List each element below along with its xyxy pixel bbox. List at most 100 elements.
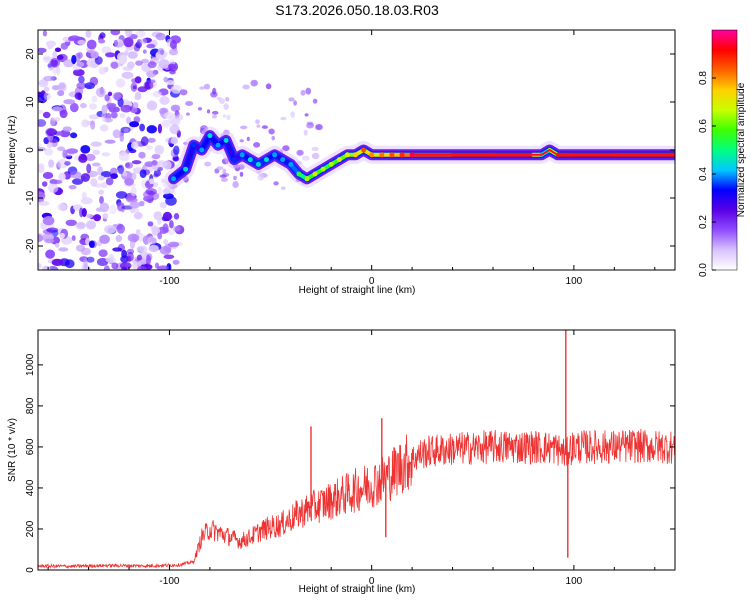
y-tick-label: 200 bbox=[25, 520, 36, 537]
speckle bbox=[296, 149, 304, 156]
speckle bbox=[293, 100, 297, 106]
speckle bbox=[98, 189, 104, 195]
speckle bbox=[92, 162, 101, 167]
speckle bbox=[169, 220, 174, 229]
speckle bbox=[110, 173, 118, 180]
speckle bbox=[70, 132, 78, 139]
speckle bbox=[176, 114, 184, 121]
speckle bbox=[78, 75, 85, 84]
colorbar-tick-label: 0.6 bbox=[698, 119, 709, 133]
speckle bbox=[139, 38, 148, 45]
speckle bbox=[301, 155, 310, 161]
ridge-blob bbox=[296, 171, 302, 177]
speckle bbox=[219, 174, 227, 178]
speckle bbox=[57, 203, 67, 212]
speckle bbox=[111, 262, 119, 270]
speckle bbox=[172, 225, 181, 232]
speckle bbox=[165, 80, 176, 86]
snr-frame bbox=[37, 329, 676, 571]
snr-x-ticks: -100 0 100 bbox=[47, 330, 656, 587]
speckle bbox=[97, 175, 105, 181]
speckle bbox=[54, 47, 62, 53]
speckle bbox=[59, 232, 65, 239]
speckle bbox=[117, 164, 125, 175]
speckle bbox=[163, 254, 175, 260]
speckle bbox=[147, 235, 158, 245]
spectrogram-x-ticks: -100 0 100 bbox=[47, 30, 656, 287]
chart-title: S173.2026.050.18.03.R03 bbox=[275, 2, 439, 18]
speckle bbox=[129, 240, 135, 250]
speckle bbox=[138, 151, 146, 159]
speckle bbox=[99, 124, 109, 132]
speckle bbox=[89, 76, 99, 86]
speckle bbox=[48, 159, 55, 168]
speckle bbox=[163, 239, 169, 245]
speckle bbox=[303, 129, 308, 136]
speckle bbox=[108, 253, 114, 262]
speckle bbox=[137, 233, 145, 242]
speckle bbox=[123, 37, 134, 48]
speckle bbox=[139, 169, 147, 179]
speckle bbox=[255, 119, 260, 124]
speckle bbox=[81, 191, 87, 200]
speckle bbox=[206, 109, 211, 114]
speckle bbox=[135, 60, 144, 66]
speckle bbox=[95, 87, 106, 98]
x-tick-label: 0 bbox=[369, 276, 375, 287]
ridge-blob bbox=[199, 147, 205, 153]
speckle bbox=[239, 171, 244, 177]
speckle bbox=[146, 145, 153, 150]
snr-line bbox=[38, 428, 675, 570]
ridge-core bbox=[199, 133, 212, 152]
speckle bbox=[133, 211, 143, 220]
speckle bbox=[98, 66, 107, 75]
speckle bbox=[105, 177, 114, 186]
colorbar-tick-label: 0.2 bbox=[698, 215, 709, 229]
colorbar: 0.0 0.2 0.4 0.6 0.8 Normalized spectral ampl… bbox=[698, 29, 747, 277]
speckle bbox=[130, 207, 135, 214]
speckle bbox=[157, 47, 165, 55]
y-tick-label: 1000 bbox=[25, 353, 36, 376]
speckle bbox=[256, 124, 261, 128]
ridge-blob bbox=[399, 152, 405, 158]
speckle bbox=[76, 82, 87, 90]
speckle bbox=[115, 78, 126, 88]
speckle bbox=[120, 255, 129, 263]
speckle bbox=[136, 30, 146, 38]
speckle bbox=[78, 154, 88, 163]
speckle bbox=[170, 104, 181, 112]
speckle bbox=[59, 129, 71, 138]
speckle bbox=[38, 47, 47, 54]
speckle bbox=[271, 135, 276, 141]
speckle bbox=[304, 113, 309, 117]
speckle bbox=[211, 110, 219, 115]
speckle bbox=[42, 265, 51, 270]
speckle bbox=[250, 79, 258, 87]
speckle bbox=[162, 223, 169, 234]
speckle bbox=[38, 262, 42, 269]
speckle bbox=[38, 142, 42, 148]
speckle bbox=[110, 30, 121, 36]
speckle bbox=[282, 145, 290, 152]
speckle bbox=[80, 145, 91, 154]
speckle bbox=[58, 247, 69, 252]
speckle bbox=[203, 83, 211, 90]
speckle bbox=[169, 124, 180, 135]
y-tick-label: 800 bbox=[25, 397, 36, 414]
speckle bbox=[147, 137, 156, 143]
speckle bbox=[141, 58, 150, 64]
ridge-blob bbox=[304, 176, 310, 182]
ridge-core bbox=[183, 143, 196, 172]
speckle bbox=[148, 244, 159, 252]
speckle bbox=[233, 175, 237, 181]
y-tick-label: 20 bbox=[25, 48, 36, 60]
speckle bbox=[117, 202, 124, 212]
speckle bbox=[197, 107, 203, 111]
y-tick-label: -20 bbox=[25, 238, 36, 253]
speckle bbox=[170, 84, 183, 94]
speckle bbox=[222, 114, 226, 118]
speckle bbox=[152, 90, 162, 98]
speckle bbox=[173, 145, 180, 156]
speckle bbox=[133, 116, 141, 123]
